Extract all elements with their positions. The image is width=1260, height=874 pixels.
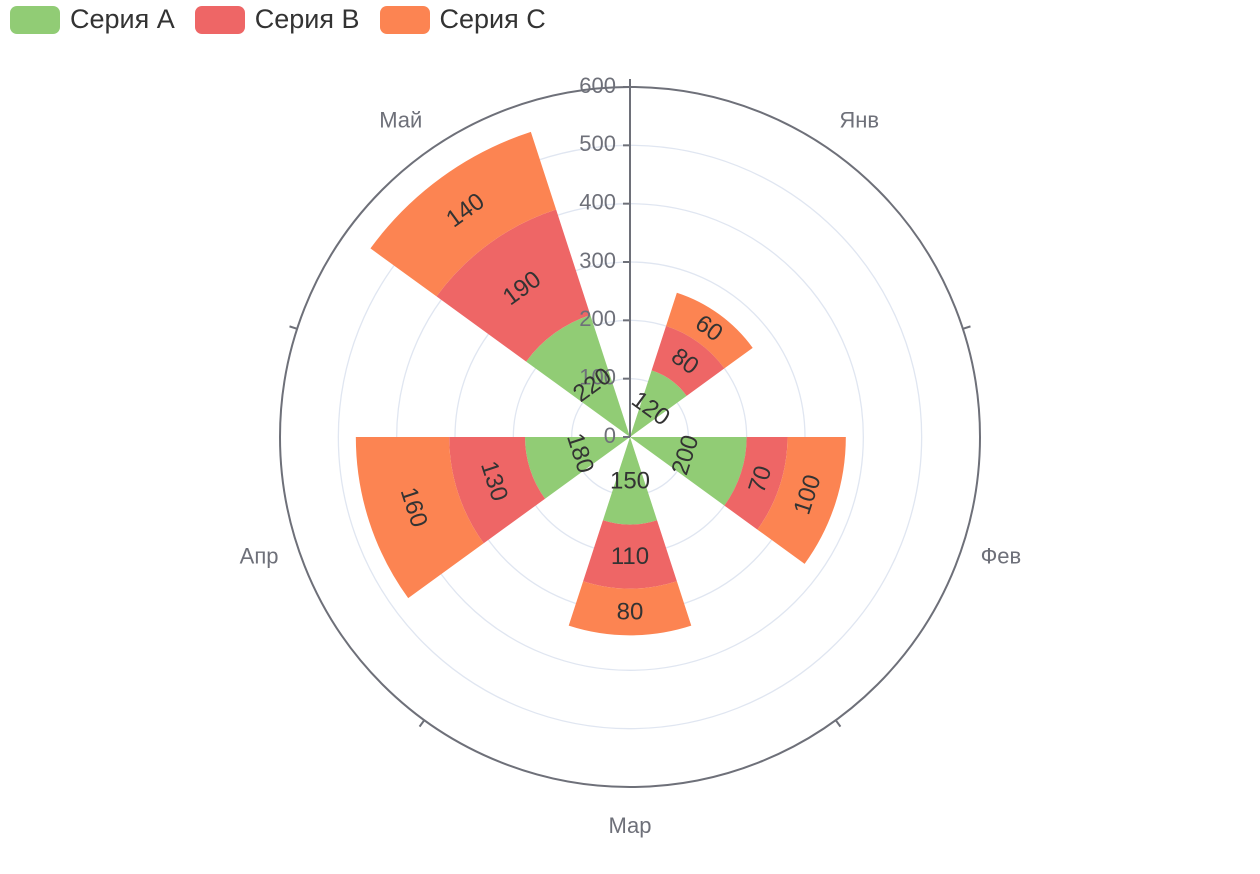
radius-tick-label: 100 (579, 364, 616, 389)
category-label: Фев (981, 543, 1022, 568)
bars (355, 131, 846, 636)
radius-tick-label: 400 (579, 189, 616, 214)
bar-segment (630, 437, 747, 506)
angle-tick (834, 719, 842, 728)
radius-axis: 0 100 200 300 400 500 600 (579, 73, 631, 448)
radius-tick-label: 0 (604, 423, 616, 448)
bar-segment (583, 520, 677, 589)
data-label: 80 (617, 599, 644, 626)
bar-segment (630, 370, 687, 437)
bar-segment (666, 292, 753, 369)
angle-tick (289, 325, 298, 330)
bar-segment (370, 131, 557, 297)
legend-label-series-b: Серия B (254, 4, 360, 34)
category-labels: Янв Фев Мар Апр Май (240, 107, 1022, 838)
bar-segment (602, 437, 658, 525)
bar-segment (526, 314, 630, 437)
bar-segment (449, 437, 546, 544)
bar-segment (724, 437, 788, 530)
category-label: Апр (240, 543, 279, 568)
bar-segment (436, 209, 591, 362)
bar-segment (651, 326, 725, 396)
legend-label-series-a: Серия A (70, 4, 175, 34)
legend-label-series-c: Серия C (439, 4, 546, 34)
data-label: 150 (610, 467, 650, 494)
bar-segment (355, 437, 484, 599)
legend-item-series-c[interactable]: Серия C (379, 4, 546, 35)
angle-tick (418, 719, 426, 728)
radius-tick-label: 200 (579, 306, 616, 331)
legend-swatch-series-a (10, 5, 60, 34)
chart-legend: Серия A Серия B Серия C (10, 4, 546, 35)
bar-segment (525, 437, 630, 499)
category-label: Янв (839, 107, 879, 132)
legend-swatch-series-b (194, 5, 245, 34)
radius-tick-label: 500 (579, 131, 616, 156)
legend-swatch-series-c (379, 5, 430, 34)
angle-tick (962, 325, 971, 330)
angle-ticks (289, 79, 971, 728)
bar-segment (757, 437, 846, 564)
data-label: 110 (611, 543, 649, 570)
category-label: Мар (608, 813, 651, 838)
bar-segment (568, 581, 692, 636)
legend-item-series-a[interactable]: Серия A (10, 4, 175, 35)
radius-tick-label: 300 (579, 248, 616, 273)
category-label: Май (379, 107, 422, 132)
radius-tick-label: 600 (579, 73, 616, 98)
legend-item-series-b[interactable]: Серия B (194, 4, 360, 35)
